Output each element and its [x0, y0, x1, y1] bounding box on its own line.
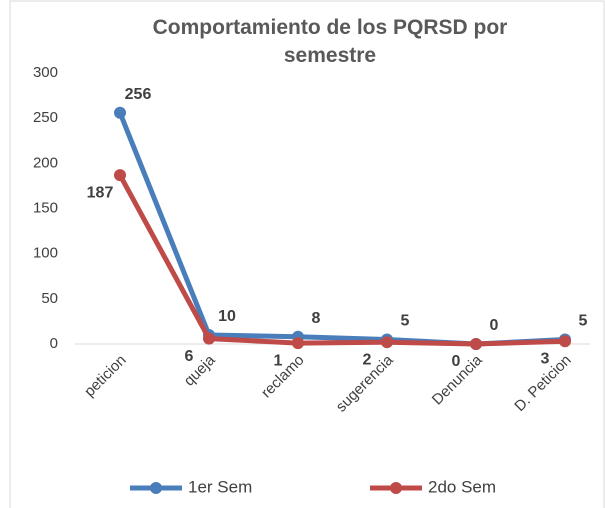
chart-title: Comportamiento de los PQRSD por semestre: [152, 16, 508, 67]
data-point: [203, 332, 215, 345]
data-label: 3: [541, 351, 550, 368]
data-label: 5: [401, 313, 410, 330]
x-tick-label: reclamo: [258, 352, 308, 402]
data-label: 1: [274, 352, 283, 369]
legend-marker: [390, 482, 402, 494]
data-point: [114, 106, 126, 119]
data-point: [114, 169, 126, 182]
data-label: 6: [185, 348, 194, 365]
legend-marker: [150, 482, 162, 494]
chart-frame: [9, 0, 605, 508]
data-label: 256: [125, 86, 152, 103]
data-label: 0: [490, 317, 499, 334]
data-label: 10: [218, 308, 236, 325]
x-tick-label: peticion: [81, 352, 130, 401]
data-label: 5: [579, 313, 588, 330]
data-point: [292, 337, 304, 350]
y-tick-label: 0: [50, 335, 58, 352]
data-point: [559, 335, 571, 348]
y-tick-label: 150: [33, 199, 58, 216]
legend-label: 1er Sem: [188, 477, 252, 496]
data-point: [381, 336, 393, 349]
data-label: 0: [452, 353, 461, 370]
data-point: [470, 338, 482, 350]
y-tick-label: 200: [33, 154, 58, 171]
data-label: 187: [87, 184, 114, 201]
y-tick-label: 100: [33, 245, 58, 262]
series-line: [117, 111, 566, 347]
data-label: 2: [363, 351, 372, 368]
series-line: [117, 173, 566, 347]
y-tick-label: 250: [33, 109, 58, 126]
y-tick-label: 300: [33, 64, 58, 81]
legend-label: 2do Sem: [428, 477, 496, 496]
y-tick-label: 50: [41, 290, 58, 307]
data-label: 8: [312, 310, 321, 327]
